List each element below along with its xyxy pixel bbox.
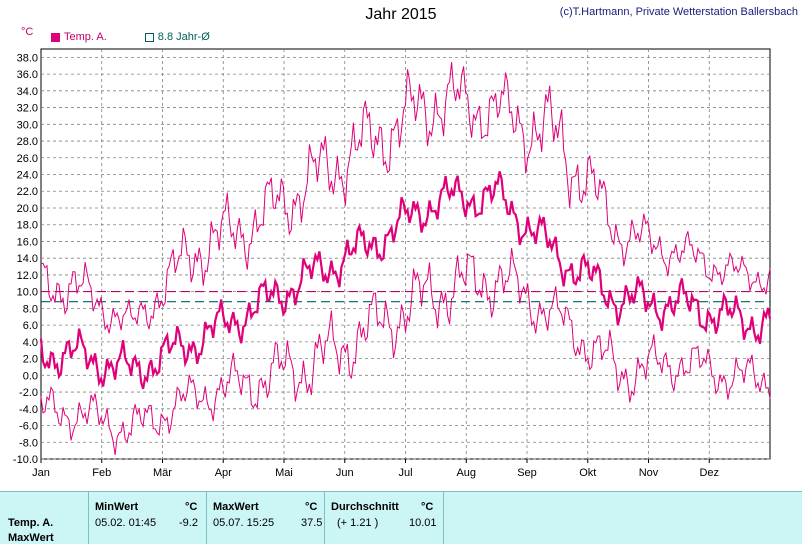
x-tick-label: Mär bbox=[153, 467, 172, 479]
legend-avg-swatch bbox=[144, 32, 154, 42]
avg-header: Durchschnitt bbox=[331, 501, 399, 513]
y-tick-label: 2.0 bbox=[23, 354, 38, 366]
stats-row-label-2: MaxWert bbox=[8, 532, 54, 544]
y-tick-label: 20.0 bbox=[17, 203, 38, 215]
legend-temp-label: Temp. A. bbox=[64, 31, 107, 43]
y-tick-label: 18.0 bbox=[17, 220, 38, 232]
x-tick-label: Jan bbox=[32, 467, 50, 479]
min-header: MinWert bbox=[95, 501, 139, 513]
max-value: 37.5 bbox=[301, 517, 323, 529]
avg-delta: (+ 1.21 ) bbox=[337, 517, 379, 529]
x-tick-label: Aug bbox=[456, 467, 476, 479]
x-tick-label: Feb bbox=[92, 467, 111, 479]
y-tick-label: -6.0 bbox=[19, 421, 38, 433]
y-tick-label: -4.0 bbox=[19, 404, 38, 416]
y-tick-label: 4.0 bbox=[23, 337, 38, 349]
legend-avg-label: 8.8 Jahr-Ø bbox=[157, 31, 210, 43]
legend: Temp. A. 8.8 Jahr-Ø bbox=[51, 31, 210, 43]
y-tick-label: -2.0 bbox=[19, 387, 38, 399]
legend-item-temp[interactable]: Temp. A. bbox=[51, 31, 107, 43]
x-tick-label: Mai bbox=[275, 467, 293, 479]
x-tick-label: Nov bbox=[639, 467, 659, 479]
min-date: 05.02. 01:45 bbox=[95, 517, 157, 529]
temperature-chart: 38.0 36.0 34.0 32.0 30.0 28.0 26.0 24.0 22.0 20.0… bbox=[13, 48, 772, 479]
y-tick-label: 32.0 bbox=[17, 103, 38, 115]
y-tick-label: 8.0 bbox=[23, 303, 38, 315]
avg-value: 10.01 bbox=[409, 517, 437, 529]
y-tick-label: 24.0 bbox=[17, 170, 38, 182]
x-tick-label: Sep bbox=[517, 467, 537, 479]
legend-item-avg[interactable]: 8.8 Jahr-Ø bbox=[144, 31, 210, 43]
stats-panel: Temp. A. MaxWert MinWert °C 05.02. 01:45… bbox=[0, 491, 802, 544]
y-tick-label: 34.0 bbox=[17, 86, 38, 98]
y-tick-label: -8.0 bbox=[19, 437, 38, 449]
y-tick-label: 26.0 bbox=[17, 153, 38, 165]
series-temp-max-line bbox=[40, 62, 771, 334]
min-column: MinWert °C 05.02. 01:45 -9.2 bbox=[88, 492, 206, 544]
min-value: -9.2 bbox=[179, 517, 198, 529]
avg-column: Durchschnitt °C (+ 1.21 ) 10.01 bbox=[324, 492, 444, 544]
x-tick-label: Jul bbox=[398, 467, 412, 479]
copyright-text: (c)T.Hartmann, Private Wetterstation Bal… bbox=[559, 6, 798, 18]
y-tick-label: 36.0 bbox=[17, 69, 38, 81]
stats-row-label: Temp. A. bbox=[8, 517, 54, 529]
y-tick-label: 22.0 bbox=[17, 186, 38, 198]
series-temp-mean-line bbox=[39, 171, 772, 390]
max-header: MaxWert bbox=[213, 501, 259, 513]
y-axis-unit: °C bbox=[21, 26, 34, 38]
x-tick-label: Apr bbox=[215, 467, 232, 479]
y-tick-label: 28.0 bbox=[17, 136, 38, 148]
y-tick-label: 6.0 bbox=[23, 320, 38, 332]
max-unit: °C bbox=[305, 501, 318, 513]
y-tick-label: 12.0 bbox=[17, 270, 38, 282]
min-unit: °C bbox=[185, 501, 198, 513]
y-tick-label: 16.0 bbox=[17, 236, 38, 248]
series-temp-min-line bbox=[40, 247, 771, 455]
y-tick-label: 10.0 bbox=[17, 287, 38, 299]
x-tick-label: Jun bbox=[336, 467, 354, 479]
y-tick-label: 38.0 bbox=[17, 52, 38, 64]
y-tick-label: 0.0 bbox=[23, 370, 38, 382]
avg-unit: °C bbox=[421, 501, 434, 513]
y-tick-label: 14.0 bbox=[17, 253, 38, 265]
chart-title: Jahr 2015 bbox=[365, 6, 437, 23]
x-tick-label: Okt bbox=[579, 467, 596, 479]
y-tick-label: -10.0 bbox=[13, 454, 38, 466]
y-tick-label: 30.0 bbox=[17, 119, 38, 131]
legend-temp-swatch bbox=[51, 32, 60, 42]
max-date: 05.07. 15:25 bbox=[213, 517, 275, 529]
x-tick-label: Dez bbox=[699, 467, 719, 479]
max-column: MaxWert °C 05.07. 15:25 37.5 bbox=[206, 492, 325, 544]
